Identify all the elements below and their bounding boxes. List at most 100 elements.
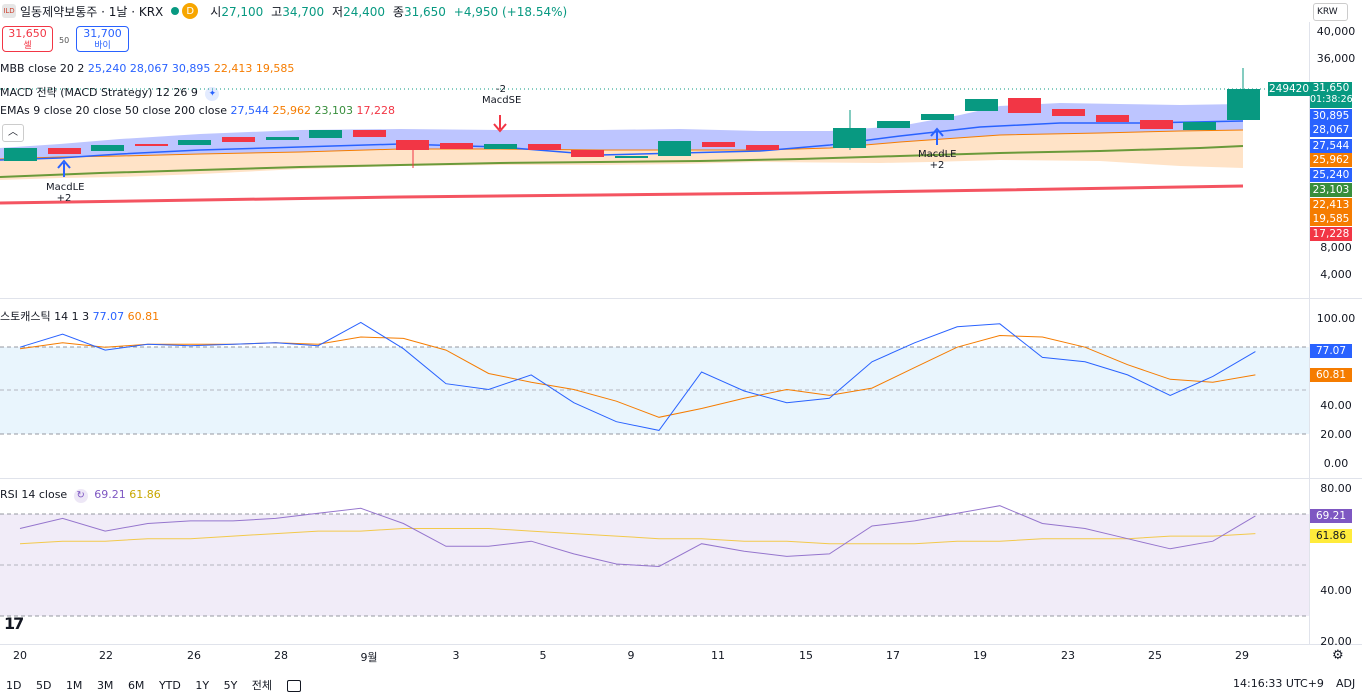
sell-button[interactable]: 31,650 셀 bbox=[2, 26, 53, 52]
chevron-up-icon: ︿ bbox=[8, 127, 18, 138]
price-scale-label: 8,000 bbox=[1320, 241, 1352, 254]
stoch-scale-label: 40.00 bbox=[1320, 399, 1352, 412]
candle bbox=[1227, 89, 1260, 120]
candle bbox=[965, 99, 998, 111]
time-axis-label: 26 bbox=[187, 649, 201, 662]
candle bbox=[4, 148, 37, 161]
candles bbox=[4, 68, 1260, 168]
price-axis-label: 17,228 bbox=[1310, 227, 1352, 241]
market-open-dot-icon bbox=[171, 7, 180, 15]
period-1y[interactable]: 1Y bbox=[195, 679, 210, 692]
candle bbox=[877, 121, 910, 128]
tradingview-logo: 17 bbox=[4, 614, 24, 633]
collapse-legend-button[interactable]: ︿ bbox=[2, 124, 24, 142]
time-axis-label: 29 bbox=[1235, 649, 1249, 662]
candle bbox=[921, 114, 954, 120]
symbol-title[interactable]: 일동제약보통주 · 1날 · KRX bbox=[20, 4, 164, 19]
candle bbox=[528, 144, 561, 150]
settings-gear-icon[interactable]: ⚙ bbox=[1332, 648, 1344, 663]
period-bar: 1D 5D 1M 3M 6M YTD 1Y 5Y 전체 bbox=[6, 677, 312, 693]
candle bbox=[746, 145, 779, 150]
candle bbox=[1183, 122, 1216, 130]
time-axis-label: 25 bbox=[1148, 649, 1162, 662]
rsi-line bbox=[19, 505, 1256, 568]
time-axis-label: 23 bbox=[1061, 649, 1075, 662]
candle bbox=[440, 143, 473, 149]
adj-toggle[interactable]: ADJ bbox=[1336, 677, 1356, 690]
symbol-header: ILD 일동제약보통주 · 1날 · KRX D 시27,100 고34,700… bbox=[0, 0, 567, 22]
candle bbox=[178, 140, 211, 145]
price-axis-label: 25,962 bbox=[1310, 153, 1352, 167]
signal-label: -2 MacdSE bbox=[482, 84, 522, 106]
rsi-scale-label: 80.00 bbox=[1320, 482, 1352, 495]
candle bbox=[1140, 120, 1173, 129]
ema50-line bbox=[0, 145, 1244, 178]
time-axis-label: 19 bbox=[973, 649, 987, 662]
settings-sparkle-icon[interactable]: ✦ bbox=[205, 87, 220, 101]
currency-selector[interactable]: KRW bbox=[1313, 3, 1348, 21]
candle bbox=[571, 150, 604, 157]
stoch-scale-label: 100.00 bbox=[1316, 312, 1356, 325]
mbb-legend[interactable]: MBB close 20 2 25,240 28,067 30,895 22,4… bbox=[0, 62, 295, 75]
calendar-range-icon[interactable] bbox=[286, 680, 301, 692]
time-axis-label: 15 bbox=[799, 649, 813, 662]
price-axis-label: 30,895 bbox=[1310, 109, 1352, 123]
company-logo-icon: ILD bbox=[2, 4, 16, 18]
data-delay-badge[interactable]: D bbox=[182, 3, 199, 19]
candle bbox=[353, 130, 386, 137]
price-scale-label: 40,000 bbox=[1316, 25, 1356, 38]
stoch-legend[interactable]: 스토캐스틱 14 1 3 77.07 60.81 bbox=[0, 310, 160, 323]
stoch-scale-label: 20.00 bbox=[1320, 428, 1352, 441]
stoch-scale-label: 0.00 bbox=[1323, 457, 1349, 470]
change-value: +4,950 (+18.54%) bbox=[453, 4, 568, 19]
spread-value: 50 bbox=[59, 36, 70, 45]
ohlc-values: 시27,100 고34,700 저24,400 종31,650 +4,950 (… bbox=[210, 4, 568, 19]
period-1d[interactable]: 1D bbox=[6, 679, 22, 692]
ema-legend[interactable]: EMAs 9 close 20 close 50 close 200 close… bbox=[0, 104, 395, 117]
period-3m[interactable]: 3M bbox=[96, 679, 114, 692]
rsi-ma-label: 61.86 bbox=[1310, 529, 1352, 543]
price-scale-label: 36,000 bbox=[1316, 52, 1356, 65]
price-axis-label: 25,240 bbox=[1310, 168, 1352, 182]
candle bbox=[1096, 115, 1129, 122]
signal-label: MacdLE +2 bbox=[46, 182, 85, 204]
price-axis-label: 23,103 bbox=[1310, 183, 1352, 197]
rsi-scale-label: 40.00 bbox=[1320, 584, 1352, 597]
period-5d[interactable]: 5D bbox=[35, 679, 52, 692]
signal-label: MacdLE +2 bbox=[918, 149, 957, 171]
price-axis-label: 28,067 bbox=[1310, 123, 1352, 137]
candle bbox=[48, 148, 81, 154]
buy-button[interactable]: 31,700 바이 bbox=[76, 26, 129, 52]
candle bbox=[702, 142, 735, 147]
time-axis-label: 9월 bbox=[360, 651, 378, 664]
period-1m[interactable]: 1M bbox=[65, 679, 83, 692]
stoch-k-line bbox=[19, 321, 1256, 431]
ema9-line bbox=[0, 120, 1244, 161]
rsi-value-label: 69.21 bbox=[1310, 509, 1352, 523]
time-axis-label: 9 bbox=[627, 649, 635, 662]
price-axis-label: 22,413 bbox=[1310, 198, 1352, 212]
period-ytd[interactable]: YTD bbox=[158, 679, 181, 692]
time-axis-label: 22 bbox=[99, 649, 113, 662]
refresh-icon[interactable]: ↻ bbox=[73, 489, 88, 503]
bb-basis-line bbox=[0, 129, 1244, 160]
candle bbox=[1008, 98, 1041, 113]
rsi-legend[interactable]: RSI 14 close ↻ 69.21 61.86 bbox=[0, 488, 161, 503]
candle bbox=[309, 130, 342, 138]
time-axis-label: 3 bbox=[452, 649, 460, 662]
ema200-line bbox=[0, 184, 1244, 205]
period-5y[interactable]: 5Y bbox=[223, 679, 238, 692]
price-axis-label: 27,544 bbox=[1310, 139, 1352, 153]
time-axis-label: 17 bbox=[886, 649, 900, 662]
period-6m[interactable]: 6M bbox=[127, 679, 145, 692]
price-scale-label: 4,000 bbox=[1320, 268, 1352, 281]
clock[interactable]: 14:16:33 UTC+9 bbox=[1233, 677, 1324, 690]
period-all[interactable]: 전체 bbox=[251, 679, 273, 692]
rsi-ma-line bbox=[19, 528, 1256, 545]
candle bbox=[222, 137, 255, 142]
candle bbox=[396, 140, 429, 150]
candle bbox=[1052, 109, 1085, 116]
time-axis-label: 28 bbox=[274, 649, 288, 662]
candle bbox=[658, 141, 691, 156]
